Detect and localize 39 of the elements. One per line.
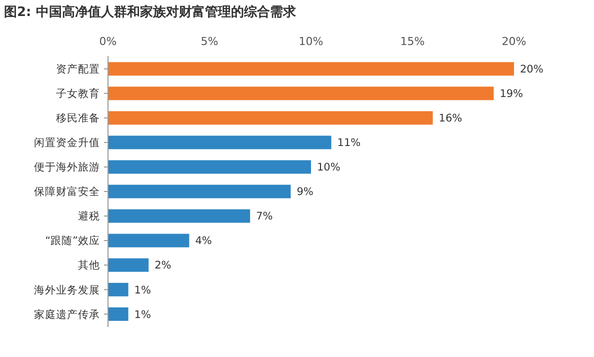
x-tick-label: 5% [200,35,218,48]
data-label: 10% [317,162,340,174]
x-tick-label: 20% [502,35,526,48]
data-label: 4% [195,235,212,248]
data-label: 20% [520,64,544,76]
bar [108,111,433,125]
data-label: 1% [134,308,151,321]
y-tick-label: 保障财富安全 [34,185,100,198]
y-tick-label: 海外业务发展 [34,283,100,296]
data-label: 16% [438,112,462,125]
bar [108,209,250,223]
bar [108,258,149,272]
y-tick-label: 家庭遗产传承 [34,308,100,321]
bar [108,160,311,174]
y-tick-label: 避税 [78,210,100,223]
chart-title: 图2: 中国高净值人群和家族对财富管理的综合需求 [4,4,297,20]
data-label: 19% [500,88,524,100]
x-tick-label: 10% [298,35,324,48]
data-label: 7% [256,210,273,223]
bar [108,62,514,76]
y-tick-label: 闲置资金升值 [34,136,100,150]
data-label: 1% [134,284,151,296]
y-tick-label: 移民准备 [56,112,100,125]
y-tick-label: 资产配置 [56,62,100,76]
x-tick-label: 15% [400,35,425,48]
data-label: 2% [154,260,172,272]
bar [108,86,494,100]
data-label: 9% [296,186,314,198]
bar [108,307,128,321]
y-tick-label: 便于海外旅游 [34,160,100,174]
bar [108,234,190,248]
x-tick-label: 0% [99,35,117,48]
y-tick-label: “跟随”效应 [45,234,100,248]
bar [108,184,291,198]
bar [108,282,128,296]
y-tick-label: 其他 [78,258,100,272]
data-label: 11% [337,137,361,150]
y-tick-label: 子女教育 [56,87,100,100]
bar [108,136,332,150]
